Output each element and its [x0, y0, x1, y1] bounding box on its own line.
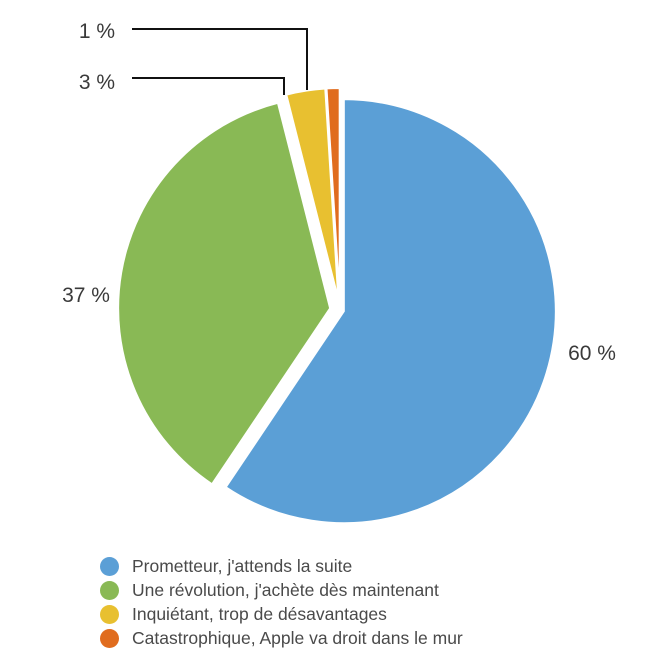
legend-label: Une révolution, j'achète dès maintenant [132, 579, 439, 600]
legend-swatch [100, 556, 119, 576]
slice-label-3: 3 % [79, 71, 115, 94]
pie-slice-2 [117, 101, 332, 486]
pie-slice-1 [224, 98, 557, 525]
legend-label: Catastrophique, Apple va droit dans le m… [132, 627, 463, 648]
legend-swatch [100, 604, 119, 624]
pie-slice-3 [285, 87, 340, 301]
leader-line-4 [132, 28, 308, 90]
chart-legend: Prometteur, j'attends la suite Une révolu… [100, 554, 463, 650]
legend-swatch [100, 628, 119, 648]
slice-label-2: 37 % [62, 284, 110, 307]
legend-item: Inquiétant, trop de désavantages [100, 602, 463, 626]
legend-label: Inquiétant, trop de désavantages [132, 603, 387, 624]
leader-lines [132, 28, 308, 95]
legend-item: Une révolution, j'achète dès maintenant [100, 578, 463, 602]
legend-swatch [100, 580, 119, 600]
slice-label-1: 60 % [568, 342, 616, 365]
pie-slice-4 [325, 86, 341, 301]
pie-slices [117, 86, 557, 525]
legend-item: Catastrophique, Apple va droit dans le m… [100, 626, 463, 650]
legend-item: Prometteur, j'attends la suite [100, 554, 463, 578]
slice-label-4: 1 % [79, 20, 115, 43]
leader-line-3 [132, 77, 285, 95]
slice-labels: 60 % 37 % 3 % 1 % [62, 20, 616, 365]
legend-label: Prometteur, j'attends la suite [132, 555, 353, 576]
